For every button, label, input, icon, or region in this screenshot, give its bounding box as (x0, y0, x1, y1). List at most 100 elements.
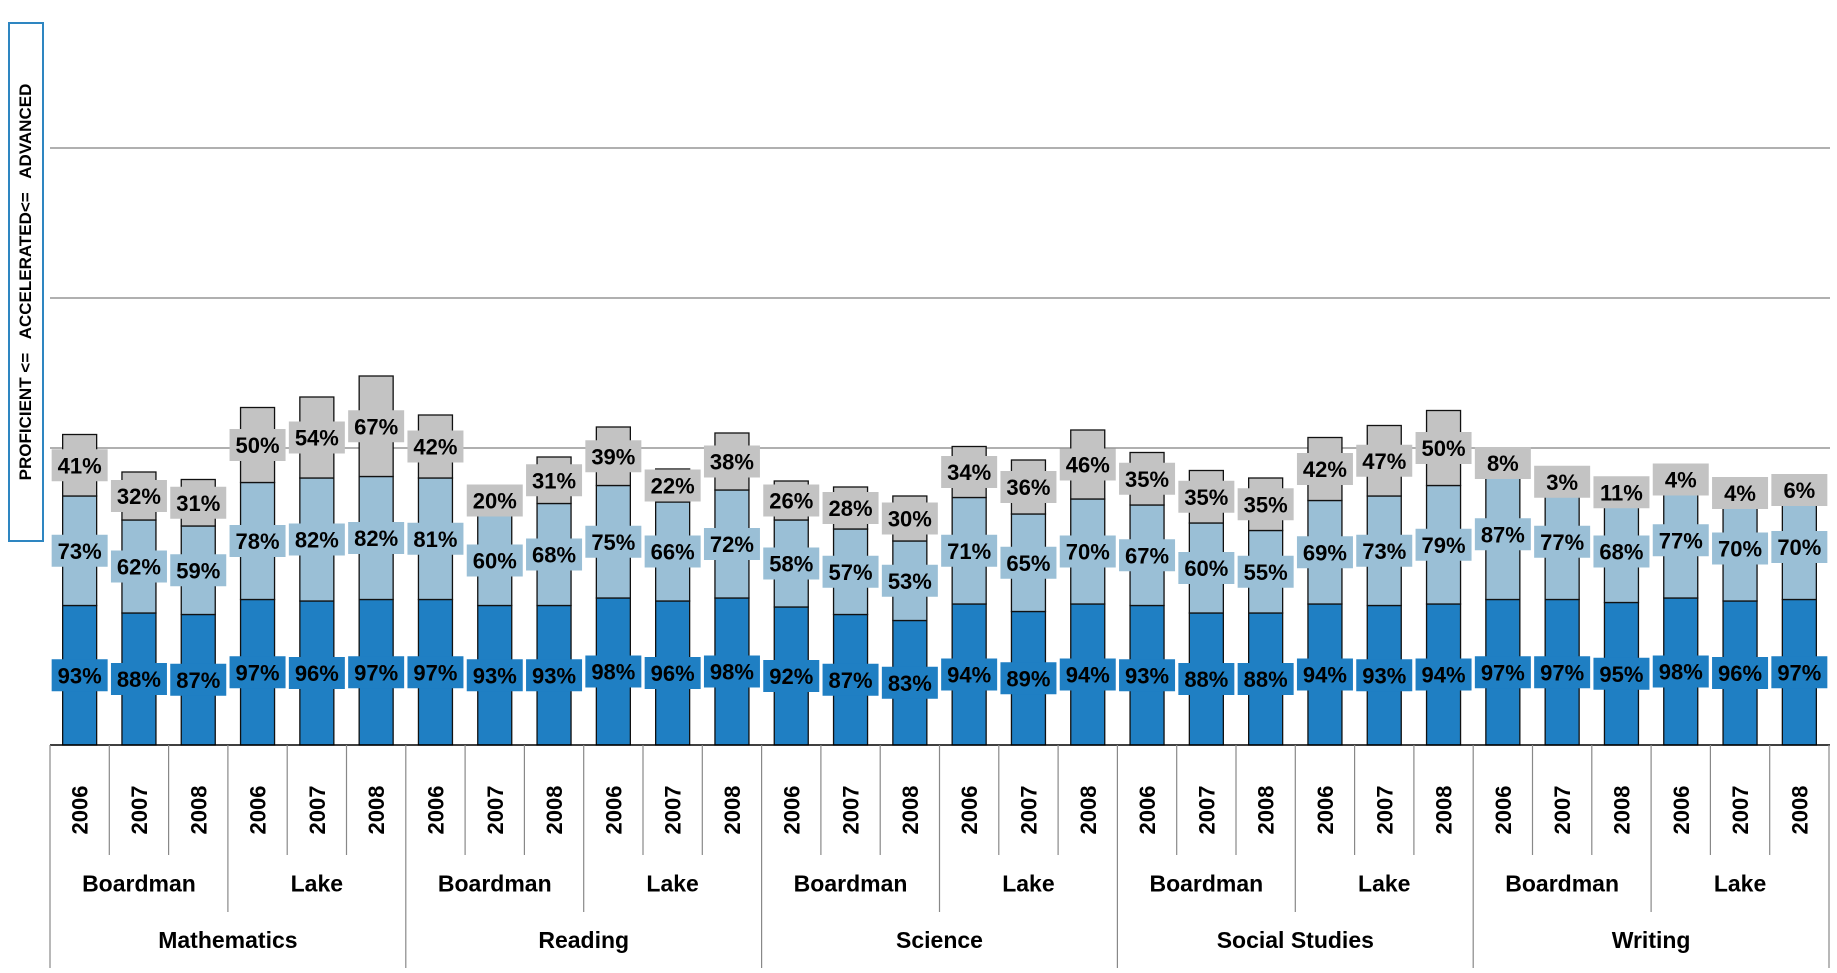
data-label-accelerated: 79% (1422, 533, 1466, 558)
tick-label-district: Boardman (1149, 871, 1263, 897)
data-label-advanced-box (1474, 447, 1531, 479)
y-axis-title: PROFICIENT <= ACCELERATED<= ADVANCED (16, 83, 35, 481)
data-label-accelerated: 60% (473, 549, 517, 574)
tick-label-year: 2007 (1372, 786, 1397, 835)
data-label-advanced-box (526, 464, 583, 497)
data-label-accelerated: 58% (769, 552, 813, 577)
data-label-advanced-box (1534, 465, 1591, 498)
data-label-proficient-box (170, 663, 227, 696)
data-label-accelerated-box (407, 522, 464, 555)
data-label-accelerated-box (526, 538, 583, 571)
data-label-proficient-box (1593, 657, 1650, 690)
data-label-advanced-box (941, 456, 998, 488)
data-label-proficient-box (110, 663, 167, 695)
data-label-advanced: 34% (947, 460, 991, 485)
data-label-accelerated-box (348, 522, 405, 554)
tick-label-year: 2006 (1669, 786, 1694, 835)
data-label-advanced: 35% (1184, 485, 1228, 510)
data-label-accelerated-box (1000, 546, 1057, 579)
data-label-accelerated: 70% (1718, 537, 1762, 562)
data-label-accelerated: 62% (117, 555, 161, 580)
data-label-advanced-box (822, 492, 879, 524)
data-label-advanced-box (1000, 471, 1057, 503)
data-label-proficient: 93% (1362, 663, 1406, 688)
data-label-proficient: 94% (947, 663, 991, 688)
tick-label-year: 2007 (483, 786, 508, 835)
data-label-advanced: 50% (236, 433, 280, 458)
data-label-accelerated-box (229, 525, 286, 557)
tick-label-district: Boardman (1505, 871, 1619, 897)
data-label-accelerated-box (1237, 555, 1294, 588)
data-label-advanced-box (110, 480, 167, 512)
data-label-advanced: 41% (58, 453, 102, 478)
data-label-proficient-box (1237, 663, 1294, 695)
tick-label-year: 2008 (720, 786, 745, 835)
data-label-proficient-box (229, 656, 286, 689)
data-label-accelerated: 68% (1599, 540, 1643, 565)
data-label-proficient-box (1296, 658, 1353, 691)
data-label-accelerated: 73% (58, 539, 102, 564)
data-label-accelerated-box (1119, 539, 1176, 572)
data-label-advanced-box (407, 430, 464, 463)
data-label-accelerated-box (1356, 534, 1413, 567)
tick-label-year: 2006 (1491, 786, 1516, 835)
tick-label-subject: Science (896, 927, 983, 953)
data-label-proficient: 88% (117, 667, 161, 692)
data-label-proficient-box (1356, 659, 1413, 692)
data-label-proficient-box (763, 660, 820, 692)
data-label-advanced: 4% (1665, 468, 1697, 493)
tick-label-year: 2008 (186, 786, 211, 835)
data-label-advanced: 22% (651, 474, 695, 499)
data-label-accelerated: 68% (532, 543, 576, 568)
data-label-accelerated: 75% (591, 530, 635, 555)
data-label-proficient: 93% (473, 663, 517, 688)
data-label-proficient: 93% (58, 663, 102, 688)
tick-label-year: 2007 (1016, 786, 1041, 835)
data-label-accelerated-box (1712, 532, 1769, 565)
tick-label-year: 2007 (127, 786, 152, 835)
data-label-advanced-box (288, 421, 345, 454)
data-label-accelerated: 70% (1066, 540, 1110, 565)
data-label-proficient: 97% (1777, 660, 1821, 685)
data-label-accelerated: 65% (1006, 551, 1050, 576)
data-label-accelerated-box (941, 534, 998, 567)
data-label-advanced-box (348, 410, 405, 443)
tick-label-year: 2006 (1313, 786, 1338, 835)
data-label-accelerated-box (644, 535, 701, 568)
data-label-accelerated-box (1178, 552, 1235, 584)
data-label-proficient: 97% (413, 660, 457, 685)
tick-label-year: 2006 (246, 786, 271, 835)
data-label-advanced: 39% (591, 444, 635, 469)
data-label-proficient-box (1415, 658, 1472, 691)
data-label-advanced: 8% (1487, 451, 1519, 476)
data-label-proficient-box (1474, 656, 1531, 689)
data-label-proficient: 98% (710, 660, 754, 685)
data-label-accelerated: 66% (651, 540, 695, 565)
data-label-proficient: 94% (1066, 663, 1110, 688)
data-label-advanced: 4% (1724, 481, 1756, 506)
data-label-advanced: 54% (295, 426, 339, 451)
data-label-proficient: 97% (236, 660, 280, 685)
data-label-advanced-box (763, 484, 820, 517)
data-label-proficient: 97% (354, 660, 398, 685)
data-label-accelerated-box (763, 547, 820, 580)
tick-label-subject: Social Studies (1217, 927, 1374, 953)
data-label-proficient: 96% (295, 661, 339, 686)
tick-label-year: 2006 (957, 786, 982, 835)
tick-label-year: 2008 (1787, 786, 1812, 835)
tick-label-year: 2007 (305, 786, 330, 835)
tick-label-district: Lake (1002, 871, 1054, 897)
data-label-proficient-box (585, 655, 642, 688)
data-label-advanced: 28% (829, 496, 873, 521)
tick-label-subject: Writing (1612, 927, 1691, 953)
tick-label-district: Boardman (82, 871, 196, 897)
data-label-accelerated-box (1771, 531, 1828, 563)
data-label-advanced-box (1415, 432, 1472, 464)
data-label-proficient: 87% (829, 668, 873, 693)
data-label-proficient: 98% (591, 660, 635, 685)
data-label-proficient: 95% (1599, 662, 1643, 687)
data-label-proficient: 83% (888, 671, 932, 696)
data-label-accelerated-box (1474, 518, 1531, 551)
tick-label-year: 2006 (601, 786, 626, 835)
